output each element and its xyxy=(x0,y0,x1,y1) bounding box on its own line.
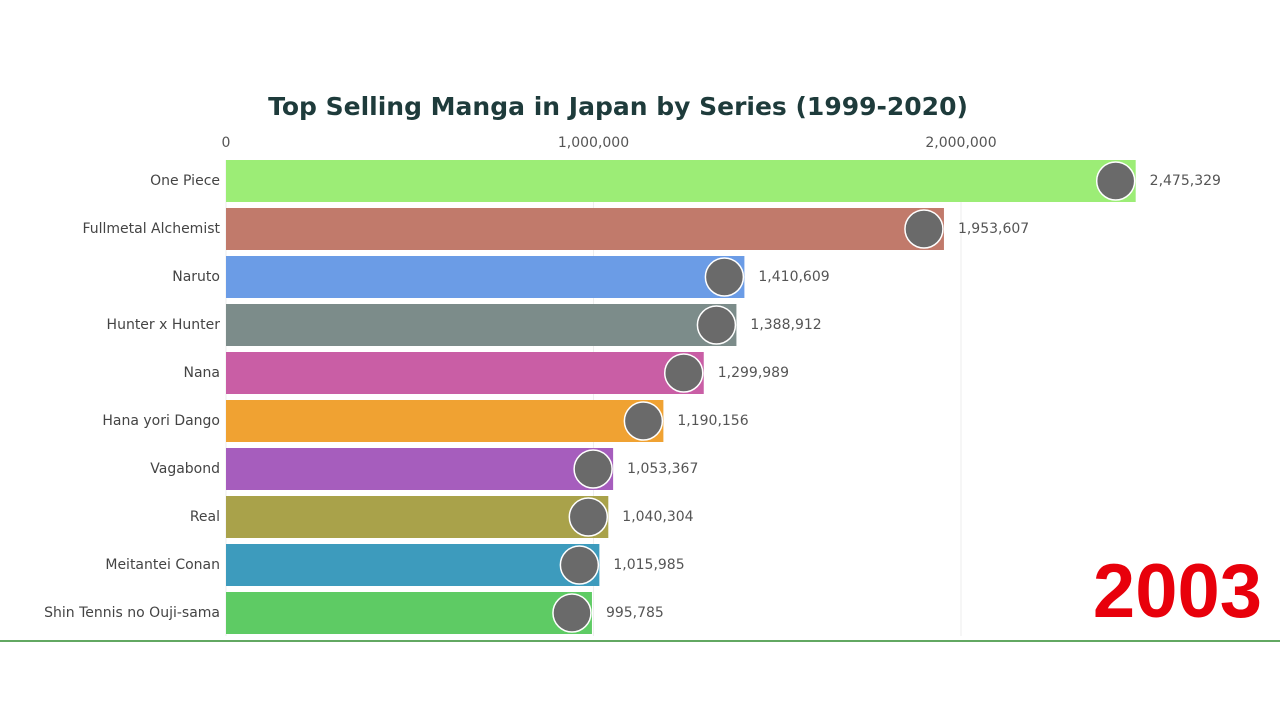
bar-icon xyxy=(559,545,600,585)
category-label: Fullmetal Alchemist xyxy=(82,221,220,237)
bar xyxy=(226,448,614,490)
year-annotation: 2003 xyxy=(1093,549,1262,634)
value-label: 2,475,329 xyxy=(1150,173,1221,189)
value-label: 1,299,989 xyxy=(718,365,789,381)
value-label: 1,388,912 xyxy=(750,317,821,333)
bar-icon xyxy=(904,209,944,249)
x-tick-label: 0 xyxy=(222,135,231,151)
value-label: 1,015,985 xyxy=(613,557,684,573)
bar-icon xyxy=(623,401,664,441)
bar xyxy=(226,208,944,250)
category-label: One Piece xyxy=(150,173,220,189)
category-label: Vagabond xyxy=(150,461,220,477)
value-label: 1,953,607 xyxy=(958,221,1029,237)
value-label: 1,190,156 xyxy=(677,413,748,429)
x-tick-label: 1,000,000 xyxy=(558,135,629,151)
value-label: 1,410,609 xyxy=(758,269,829,285)
bar xyxy=(226,160,1136,202)
bar xyxy=(226,352,704,394)
value-label: 1,053,367 xyxy=(627,461,698,477)
bar xyxy=(226,496,609,538)
bar xyxy=(226,304,737,346)
x-tick-label: 2,000,000 xyxy=(925,135,996,151)
bar-icon xyxy=(552,593,592,633)
bar-icon xyxy=(704,257,745,297)
bar-icon xyxy=(573,449,613,489)
category-label: Shin Tennis no Ouji-sama xyxy=(44,605,220,621)
bar-icon xyxy=(1095,161,1136,201)
bar xyxy=(226,256,745,298)
value-label: 995,785 xyxy=(606,605,664,621)
category-label: Nana xyxy=(183,365,220,381)
category-label: Real xyxy=(190,509,220,525)
bar xyxy=(226,544,600,586)
category-label: Meitantei Conan xyxy=(105,557,220,573)
category-label: Hana yori Dango xyxy=(102,413,220,429)
category-label: Naruto xyxy=(172,269,220,285)
bar-icon xyxy=(696,305,737,345)
value-label: 1,040,304 xyxy=(622,509,693,525)
chart-title: Top Selling Manga in Japan by Series (19… xyxy=(268,92,968,121)
bar xyxy=(226,592,592,634)
category-label: Hunter x Hunter xyxy=(107,317,221,333)
bar-icon xyxy=(663,353,704,393)
bar-icon xyxy=(568,497,609,537)
bar xyxy=(226,400,664,442)
